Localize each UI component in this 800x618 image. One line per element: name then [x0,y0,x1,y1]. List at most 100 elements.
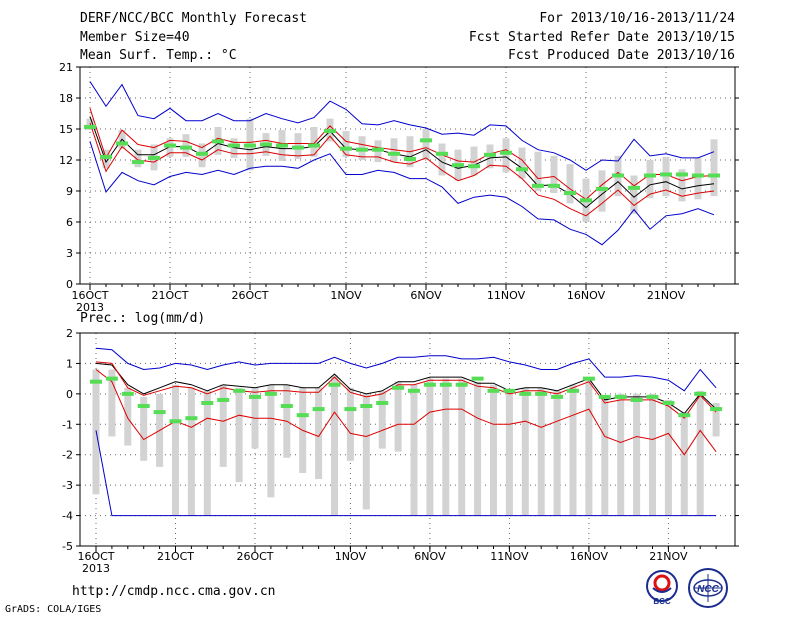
panel2-mean-marker [233,388,246,393]
panel1-x-tick-label: 21NOV [647,289,686,302]
panel1-mean-marker [516,167,528,172]
panel1-frame [79,66,736,285]
panel2-mean-marker [328,382,341,387]
panel2-spread-box [172,384,179,516]
panel1-spread-box [630,175,638,214]
panel1-spread-box [102,149,110,169]
panel1-spread-box [502,138,510,173]
panel1-spread-box [518,147,526,179]
panel2-x-tick-label: 26OCT [236,550,273,563]
panel2-spread-box [442,378,450,516]
panel2-spread-box [521,387,529,516]
panel1-y-tick-label: 0 [66,278,73,291]
panel2-spread-box [315,387,323,480]
panel1-x-tick-label: 26OCT [231,289,268,302]
panel2-x-year-label: 2013 [82,562,110,575]
panel2-mean-marker [630,397,643,402]
panel1-series-median-line [89,116,715,209]
panel1-spread-box [550,155,558,194]
panel2-mean-marker [455,382,468,387]
panel2-spread-box [569,384,577,516]
panel2-spread-box [617,393,625,516]
panel2-spread-box [140,396,148,461]
panel1-mean-marker [644,173,656,178]
panel2-mean-marker [217,397,230,402]
panel1-spread-box [470,146,478,176]
panel1-x-tick-label: 11NOV [487,289,526,302]
panel2-spread-box [426,378,434,516]
panel1-spread-box [678,169,686,202]
bcc-logo-text: BCC [653,597,671,606]
panel2-spread-box [696,390,704,516]
panel2-mean-marker [551,394,564,399]
panel2-mean-marker [392,385,405,390]
panel2-spread-box [712,402,720,437]
panel2-mean-marker [439,382,452,387]
panel2-spread-box [410,384,418,516]
panel1-y-tick-label: 21 [59,61,73,74]
panel2-spread-box [235,387,243,483]
panel2-mean-marker [344,407,357,412]
panel1-spread-box [710,139,718,197]
panel2-y-tick-label: -4 [62,510,73,523]
variable-label: Mean Surf. Temp.: °C [80,48,237,63]
panel1-y-tick-label: 3 [66,247,73,260]
panel2-mean-marker [169,419,182,424]
panel1-spread-box [230,138,238,158]
panel1-spread-box [342,131,350,157]
panel1-mean-marker [596,186,608,191]
panel2-mean-marker [710,407,723,412]
panel2-mean-marker [280,404,293,409]
panel1-x-tick-label: 1NOV [330,289,362,302]
panel2-mean-marker [582,376,595,381]
panel2-x-tick-label: 21OCT [157,550,194,563]
panel2-mean-marker [264,391,277,396]
panel1-mean-marker [676,172,688,177]
panel1-mean-marker [500,150,512,155]
panel1-spread-box [598,170,606,212]
panel2-spread-box [124,387,132,446]
panel2-spread-box [378,390,386,449]
panel1-series-max-line [89,81,715,171]
chart-title: DERF/NCC/BCC Monthly Forecast [80,11,307,26]
panel2-mean-marker [487,388,500,393]
panel2-y-tick-label: 1 [66,357,73,370]
panel2-mean-marker [90,379,102,384]
panel1-mean-marker [292,145,304,150]
panel2-mean-marker [185,416,198,421]
panel1-mean-marker [84,124,96,129]
panel2-y-tick-label: 0 [66,388,73,401]
panel2-spread-box [505,390,513,516]
panel2-y-tick-label: -3 [62,479,73,492]
source-url[interactable]: http://cmdp.ncc.cma.gov.cn [72,584,276,599]
panel2-y-tick-label: -1 [62,418,73,431]
panel2-x-tick-label: 16NOV [570,550,609,563]
panel2-series-median-line [95,362,717,415]
panel1-mean-marker [708,173,720,178]
panel2-mean-marker [567,388,579,393]
panel2-mean-marker [503,388,516,393]
bcc-logo: BCC [646,570,678,606]
panel2-spread-box [458,378,466,516]
panel2-mean-marker [519,391,532,396]
panel2-mean-marker [694,391,707,396]
panel1-spread-box [646,160,654,199]
panel2-frame [79,332,736,547]
panel1-mean-marker [484,152,496,157]
panel1-x-tick-label: 6NOV [410,289,442,302]
panel1-spread-box [182,134,190,157]
panel2-series-min-line [95,430,717,517]
panel1-mean-marker [564,191,576,196]
panel1-spread-box [422,129,430,160]
panel2-mean-marker [678,413,691,418]
panel1-mean-marker [180,145,192,150]
panel2-spread-box [664,399,672,516]
forecast-period: For 2013/10/16-2013/11/24 [539,11,735,26]
panel2-spread-box [331,375,338,516]
panel1-mean-marker [548,183,560,188]
panel1-mean-marker [404,156,416,161]
panel1-mean-marker [276,143,288,148]
panel1-mean-marker [324,129,336,134]
panel1-mean-marker [308,143,320,148]
